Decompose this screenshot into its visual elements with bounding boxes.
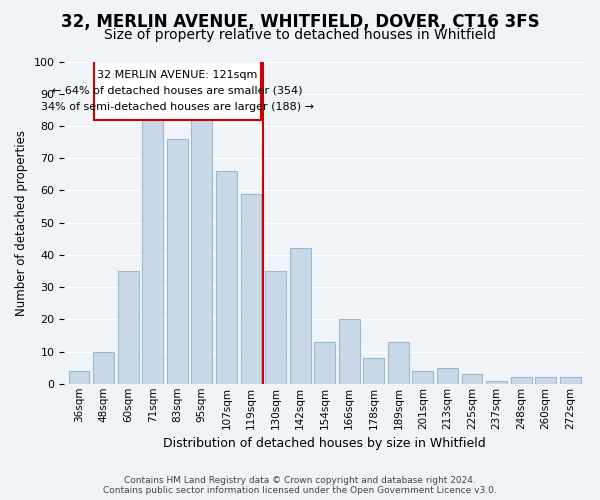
Bar (216, 171, 237, 384)
Bar (511, 378, 532, 384)
Bar (461, 374, 482, 384)
Bar (486, 380, 507, 384)
Text: Size of property relative to detached houses in Whitfield: Size of property relative to detached ho… (104, 28, 496, 42)
Bar (339, 320, 359, 384)
Text: ← 64% of detached houses are smaller (354): ← 64% of detached houses are smaller (35… (52, 86, 302, 96)
Text: 32, MERLIN AVENUE, WHITFIELD, DOVER, CT16 3FS: 32, MERLIN AVENUE, WHITFIELD, DOVER, CT1… (61, 12, 539, 30)
X-axis label: Distribution of detached houses by size in Whitfield: Distribution of detached houses by size … (163, 437, 486, 450)
Text: 32 MERLIN AVENUE: 121sqm: 32 MERLIN AVENUE: 121sqm (97, 70, 257, 80)
Bar (412, 371, 433, 384)
Bar (364, 358, 384, 384)
Bar (191, 120, 212, 384)
Bar (167, 139, 188, 384)
Text: Contains HM Land Registry data © Crown copyright and database right 2024.
Contai: Contains HM Land Registry data © Crown c… (103, 476, 497, 495)
Bar (314, 342, 335, 384)
Text: 34% of semi-detached houses are larger (188) →: 34% of semi-detached houses are larger (… (41, 102, 314, 112)
Bar (93, 352, 114, 384)
Bar (241, 194, 262, 384)
Bar (535, 378, 556, 384)
Bar (437, 368, 458, 384)
Bar (388, 342, 409, 384)
Bar (118, 271, 139, 384)
Bar (142, 120, 163, 384)
Bar (68, 371, 89, 384)
Y-axis label: Number of detached properties: Number of detached properties (15, 130, 28, 316)
Bar (560, 378, 581, 384)
Bar (265, 271, 286, 384)
Bar (94, 62, 261, 120)
Bar (290, 248, 311, 384)
